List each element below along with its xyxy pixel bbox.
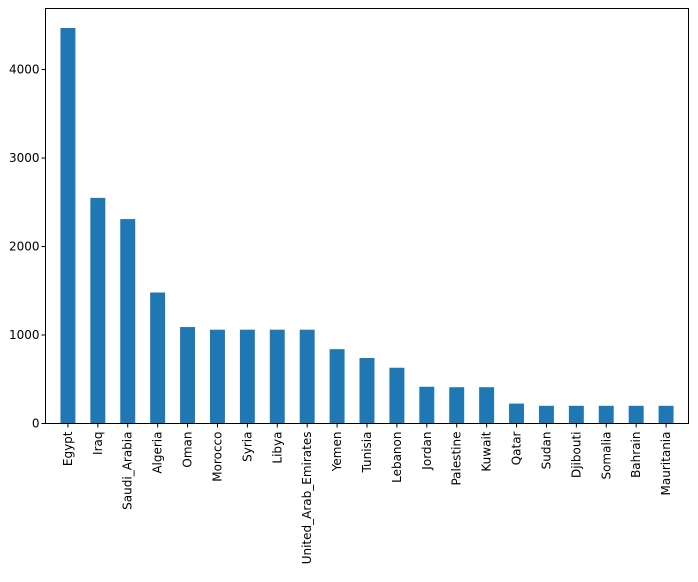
x-tick-label: Morocco (210, 432, 224, 482)
bar-jordan (419, 386, 435, 424)
bar-egypt (60, 27, 76, 424)
x-tick-label: Djibouti (569, 432, 583, 479)
x-tick-label: Oman (181, 432, 195, 468)
bar-qatar (509, 403, 525, 424)
plot-frame (45, 8, 689, 424)
x-tick-label: Lebanon (390, 432, 404, 483)
bar-palestine (449, 387, 465, 424)
bar-iraq (90, 197, 106, 424)
bar-djibouti (568, 405, 584, 424)
x-tick-label: Qatar (510, 431, 524, 465)
y-tick-label: 2000 (9, 240, 40, 254)
bar-united-arab-emirates (299, 329, 315, 424)
x-tick-label: Libya (270, 432, 284, 464)
y-axis: 0 1000 2000 3000 4000 (9, 63, 46, 431)
x-tick-label: Iraq (91, 432, 105, 455)
bar-bahrain (628, 405, 644, 424)
y-tick-label: 3000 (9, 151, 40, 165)
bar-algeria (150, 292, 166, 424)
x-tick-label: Saudi_Arabia (121, 432, 135, 510)
x-tick-label: Yemen (330, 432, 344, 473)
bar-somalia (598, 405, 614, 424)
bar-tunisia (359, 358, 375, 424)
x-tick-label: Palestine (450, 432, 464, 486)
y-tick-label: 4000 (9, 63, 40, 77)
bar-oman (180, 327, 196, 424)
x-tick-label: Sudan (539, 432, 553, 470)
x-tick-label: Tunisia (360, 432, 374, 474)
bar-kuwait (479, 387, 495, 424)
y-tick-label: 0 (32, 417, 40, 431)
bar-mauritania (658, 405, 674, 424)
bar-syria (239, 329, 255, 424)
x-tick-label: Somalia (599, 432, 613, 480)
bar-morocco (209, 329, 225, 424)
x-tick-label: Bahrain (629, 432, 643, 478)
bar-sudan (538, 405, 554, 424)
bar-libya (269, 329, 285, 424)
bar-saudi-arabia (120, 219, 136, 424)
x-tick-label: Kuwait (480, 431, 494, 471)
x-axis: Egypt Iraq Saudi_Arabia Algeria Oman Morocco S… (61, 423, 673, 565)
x-tick-label: Syria (240, 432, 254, 462)
x-tick-label: Mauritania (659, 432, 673, 496)
bar-yemen (329, 349, 345, 424)
x-tick-label: Egypt (61, 431, 75, 466)
bars-group (60, 27, 674, 424)
x-tick-label: Jordan (420, 432, 434, 471)
x-tick-label: United_Arab_Emirates (300, 432, 314, 565)
y-tick-label: 1000 (9, 328, 40, 342)
x-tick-label: Algeria (151, 432, 165, 474)
bar-lebanon (389, 367, 405, 424)
